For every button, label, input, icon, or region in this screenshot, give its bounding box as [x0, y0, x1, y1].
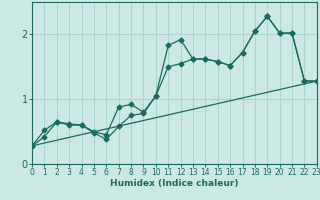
- X-axis label: Humidex (Indice chaleur): Humidex (Indice chaleur): [110, 179, 239, 188]
